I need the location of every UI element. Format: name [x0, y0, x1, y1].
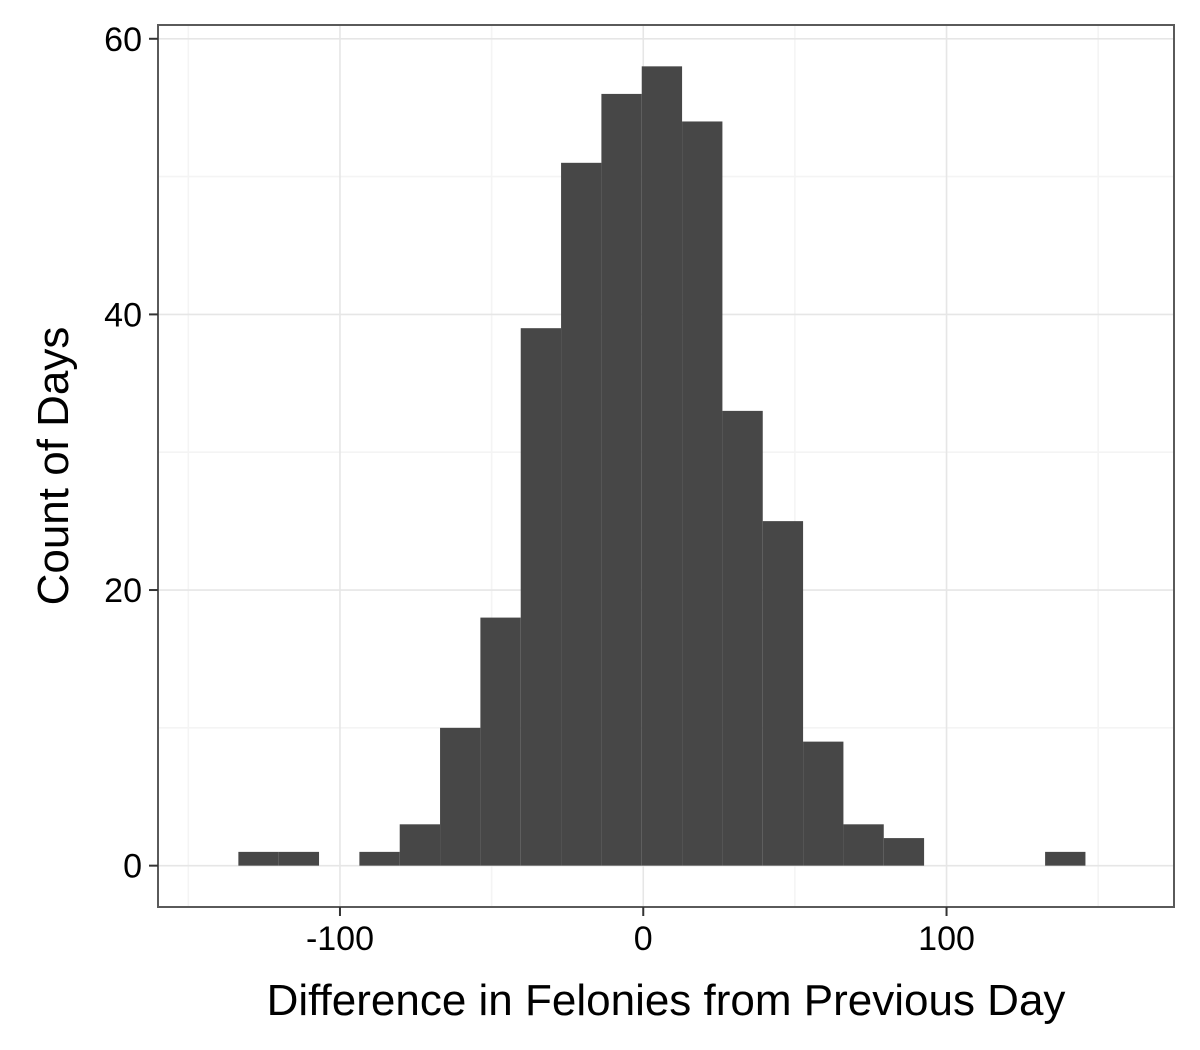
y-tick-label: 20 [104, 572, 142, 610]
y-tick-label: 0 [123, 848, 142, 886]
histogram-bar [561, 162, 602, 866]
histogram-bar [238, 851, 279, 866]
histogram-bar [682, 121, 723, 866]
histogram-bar [883, 838, 925, 866]
y-tick-label: 60 [104, 21, 142, 59]
x-tick-label: -100 [306, 920, 374, 958]
histogram-bar [359, 851, 400, 866]
histogram-bar [440, 727, 481, 866]
histogram-bar [641, 66, 683, 866]
histogram-bar [1045, 851, 1086, 866]
panel-border [157, 24, 1175, 908]
histogram-bar [399, 824, 441, 866]
histogram-bar [843, 824, 884, 866]
y-axis-title: Count of Days [29, 327, 78, 606]
axis-ticks: -100 0 100 0 20 40 60 [104, 21, 975, 958]
histogram-bar [520, 328, 562, 866]
bars [238, 66, 1086, 866]
histogram-bar [480, 617, 521, 866]
histogram-bar [278, 851, 320, 866]
y-tick-label: 40 [104, 296, 142, 334]
x-axis-title: Difference in Felonies from Previous Day [267, 976, 1066, 1025]
histogram-bar [601, 93, 642, 866]
histogram-bar [722, 410, 763, 866]
x-tick-label: 100 [918, 920, 975, 958]
histogram-bar [803, 741, 844, 866]
x-tick-label: 0 [634, 920, 653, 958]
histogram-bar [762, 521, 804, 866]
